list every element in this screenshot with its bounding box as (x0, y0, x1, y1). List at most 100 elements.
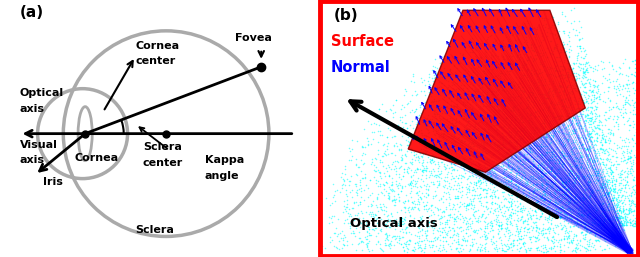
Point (509, 118, 520, 122)
Point (591, 85, 602, 89)
Point (419, 78, 429, 82)
Point (479, 209, 490, 213)
Point (393, 221, 403, 225)
Point (561, 207, 572, 211)
Point (619, 150, 629, 154)
Point (506, 133, 516, 137)
Point (482, 78, 492, 82)
Point (390, 133, 400, 137)
Point (486, 124, 496, 128)
Point (578, 133, 588, 137)
Point (506, 215, 516, 219)
Point (596, 147, 607, 151)
Point (451, 158, 461, 162)
Point (550, 249, 561, 253)
Point (582, 116, 592, 121)
Point (534, 204, 545, 208)
Point (511, 190, 521, 195)
Point (617, 215, 627, 219)
Point (462, 218, 472, 223)
Point (618, 223, 628, 227)
Point (515, 159, 525, 163)
Point (454, 246, 465, 250)
Point (498, 145, 508, 149)
Point (474, 83, 484, 87)
Point (464, 190, 474, 194)
Point (559, 208, 570, 212)
Point (516, 126, 526, 130)
Point (549, 173, 559, 178)
Point (534, 98, 544, 102)
Point (438, 245, 449, 249)
Point (579, 138, 589, 142)
Point (413, 193, 424, 197)
Point (575, 150, 586, 154)
Point (602, 199, 612, 203)
Point (618, 198, 628, 203)
Point (536, 168, 547, 172)
Point (396, 189, 406, 193)
Point (621, 73, 631, 77)
Point (483, 231, 493, 235)
Point (364, 225, 374, 229)
Point (506, 199, 516, 203)
Point (590, 151, 600, 155)
Point (615, 204, 625, 208)
Point (498, 162, 508, 167)
Point (439, 185, 449, 189)
Point (481, 237, 492, 241)
Point (468, 229, 478, 233)
Point (593, 171, 603, 176)
Point (608, 205, 618, 209)
Point (488, 180, 499, 184)
Point (471, 96, 481, 100)
Point (511, 182, 522, 186)
Point (588, 89, 598, 93)
Point (580, 75, 590, 79)
Point (510, 80, 520, 84)
Point (488, 137, 499, 141)
Point (447, 121, 457, 125)
Point (415, 177, 426, 181)
Point (481, 241, 492, 245)
Point (482, 191, 492, 195)
Point (446, 151, 456, 155)
Point (580, 90, 590, 94)
Point (391, 197, 401, 201)
Point (563, 114, 573, 118)
Point (467, 193, 477, 197)
Point (461, 80, 471, 84)
Point (614, 216, 625, 220)
Point (549, 106, 559, 110)
Point (590, 142, 600, 146)
Point (442, 163, 452, 167)
Point (522, 95, 532, 99)
Point (556, 242, 566, 246)
Point (419, 204, 429, 208)
Point (572, 200, 582, 204)
Point (540, 113, 550, 117)
Point (526, 216, 536, 220)
Point (442, 125, 452, 129)
Point (404, 213, 415, 217)
Point (390, 227, 400, 231)
Point (409, 110, 419, 114)
Point (420, 166, 431, 170)
Point (518, 242, 528, 246)
Point (485, 149, 495, 153)
Point (499, 56, 509, 60)
Point (429, 121, 439, 125)
Point (536, 135, 547, 139)
Point (611, 105, 621, 109)
Point (568, 115, 578, 119)
Point (387, 187, 397, 191)
Point (524, 235, 534, 240)
Point (330, 245, 340, 249)
Point (494, 224, 504, 228)
Point (460, 163, 470, 168)
Point (576, 151, 586, 155)
Point (513, 85, 524, 89)
Point (445, 116, 455, 120)
Point (351, 193, 362, 197)
Point (434, 164, 444, 168)
